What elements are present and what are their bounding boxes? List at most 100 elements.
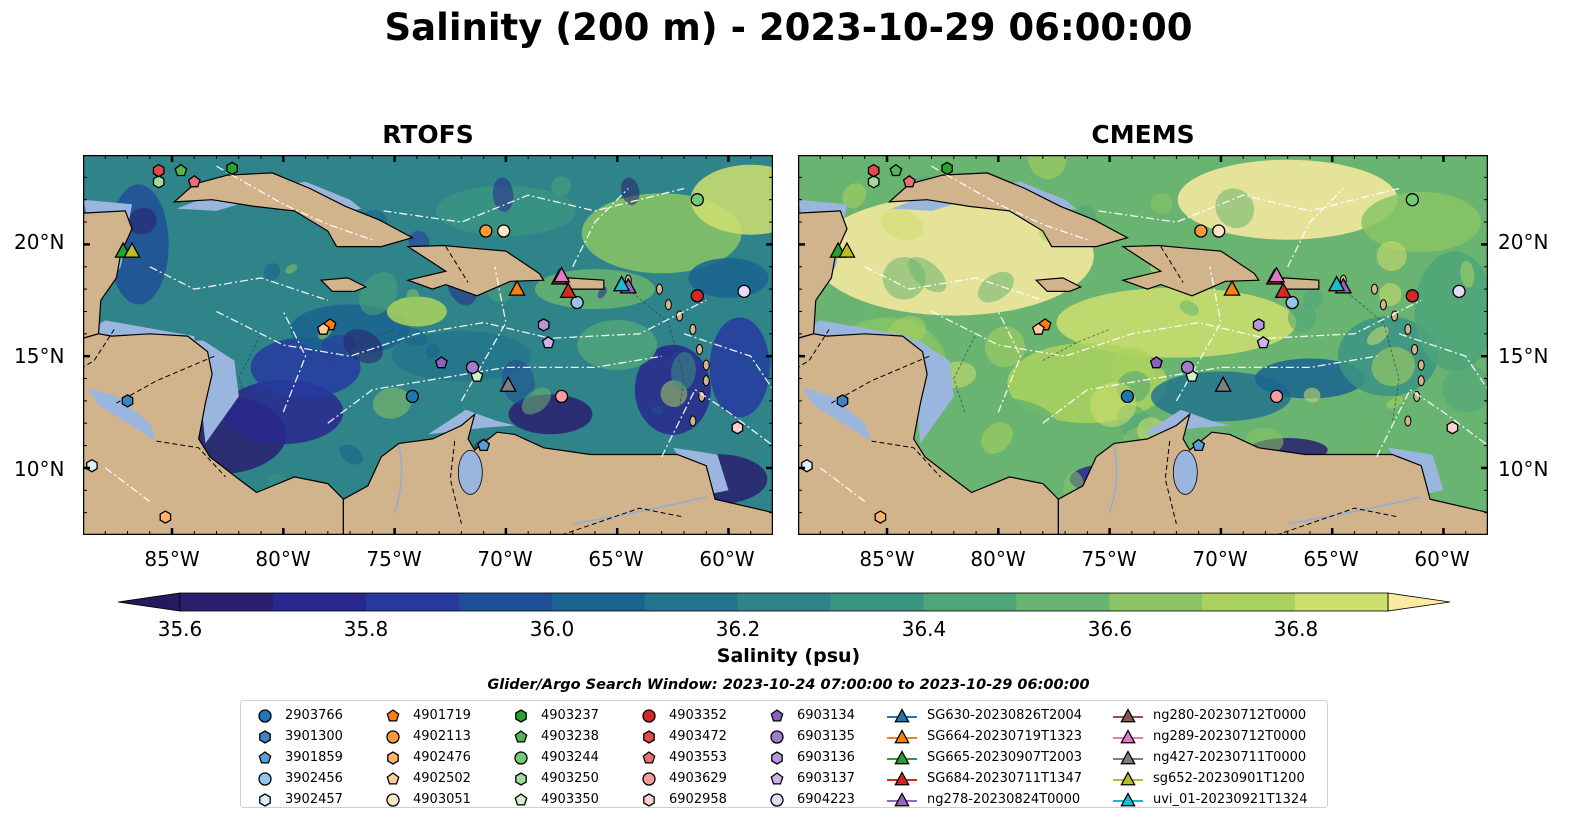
legend-circle-icon — [514, 750, 528, 765]
bathymetry-contour — [953, 333, 977, 413]
colorbar-tick: 36.2 — [715, 617, 761, 641]
legend-item: 4902113 — [381, 726, 471, 747]
country-border — [116, 355, 215, 404]
float-marker-4903352 — [1405, 289, 1419, 303]
lat-label-15n-left: 15°N — [14, 344, 65, 368]
map-rtofs — [83, 155, 773, 535]
figure-title: Salinity (200 m) - 2023-10-29 06:00:00 — [384, 6, 1193, 49]
salinity-patch — [709, 317, 770, 418]
legend-item: 6903135 — [765, 726, 855, 747]
land-hispaniola — [405, 244, 545, 297]
legend-pentagon-icon — [258, 750, 272, 764]
map-frame — [83, 155, 773, 535]
colorbar-segment — [737, 593, 831, 611]
legend-triangle-icon — [894, 728, 910, 743]
float-marker-4903051 — [1212, 224, 1226, 238]
legend: 2903766 3901300 3901859 3902456 3902457 4901… — [240, 700, 1328, 808]
country-border — [798, 329, 830, 368]
legend-label: 6904223 — [797, 792, 855, 807]
country-border — [1276, 507, 1400, 535]
eddy-patch — [1303, 387, 1321, 403]
legend-hexagon-icon — [259, 729, 271, 744]
float-marker-6903137 — [541, 335, 555, 349]
float-marker-4903629 — [554, 389, 569, 404]
eddy-patch — [263, 263, 280, 281]
boundary-line — [1098, 187, 1400, 223]
legend-triangle-icon — [894, 749, 910, 764]
lon-label-70w-cmems: 70°W — [1192, 547, 1248, 571]
eddy-patch — [396, 327, 428, 346]
legend-item: 6903134 — [765, 705, 855, 726]
boundary-line — [1398, 333, 1488, 391]
legend-circle-icon — [258, 771, 272, 786]
boundary-line — [282, 311, 307, 413]
legend-hexagon-icon — [643, 729, 655, 744]
lat-label-10n-right: 10°N — [1498, 457, 1549, 481]
salinity-patch — [690, 164, 773, 235]
legend-label: ng289-20230712T0000 — [1153, 729, 1307, 744]
legend-item: 4903244 — [509, 747, 599, 768]
legend-label: sg652-20230901T1200 — [1153, 771, 1305, 786]
legend-triangle-icon — [1120, 791, 1136, 806]
lon-label-65w-rtofs: 65°W — [588, 547, 644, 571]
legend-label: 4903629 — [669, 771, 727, 786]
lon-label-80w-rtofs: 80°W — [255, 547, 311, 571]
legend-triangle-icon — [894, 770, 910, 785]
eddy-patch — [659, 346, 672, 358]
legend-item: 4903051 — [381, 789, 471, 810]
legend-label: SG684-20230711T1347 — [927, 771, 1083, 786]
legend-pentagon-icon — [642, 750, 656, 764]
salinity-patch — [386, 296, 447, 327]
boundary-line — [383, 187, 685, 223]
float-marker-4902113 — [1194, 224, 1208, 238]
legend-triangle-icon — [894, 707, 910, 722]
legend-hexagon-icon — [387, 750, 399, 765]
eddy-patch — [671, 352, 696, 391]
eddy-patch — [746, 353, 772, 375]
legend-pentagon-icon — [770, 771, 784, 785]
land-jamaica — [319, 277, 368, 292]
glider-marker-sg652-20230901T1200 — [838, 241, 856, 258]
country-border — [1160, 246, 1184, 283]
legend-label: 4903472 — [669, 729, 727, 744]
legend-label: 3902456 — [285, 771, 343, 786]
country-border — [1164, 441, 1177, 524]
legend-label: 4903350 — [541, 792, 599, 807]
legend-circle-icon — [258, 708, 272, 723]
legend-item: SG630-20230826T2004 — [885, 705, 1082, 726]
legend-column: 6903134 6903135 6903136 6903137 6904223 — [765, 705, 855, 810]
island — [1404, 323, 1412, 335]
salinity-patch — [1254, 358, 1365, 399]
eddy-patch — [1302, 288, 1324, 309]
legend-item: 4902502 — [381, 768, 471, 789]
land-puertorico — [567, 277, 605, 290]
colorbar-segment — [1295, 593, 1389, 611]
lon-label-75w-rtofs: 75°W — [366, 547, 422, 571]
colorbar-segment — [272, 593, 367, 611]
boundary-line — [1042, 355, 1377, 424]
colorbar-tick: 35.6 — [157, 617, 203, 641]
boundary-line — [1376, 388, 1488, 458]
glider-marker-SG684-20230711T1347 — [559, 281, 577, 299]
legend-label: SG665-20230907T2003 — [927, 750, 1083, 765]
lon-label-75w-cmems: 75°W — [1081, 547, 1137, 571]
legend-hexagon-icon — [515, 771, 527, 786]
float-marker-4903237 — [941, 161, 953, 176]
boundary-line — [104, 467, 151, 503]
glider-marker-ng289-20230712T0000 — [1267, 266, 1286, 283]
island — [655, 283, 663, 295]
legend-pentagon-icon — [386, 708, 400, 722]
colorbar-segment — [365, 593, 460, 611]
legend-circle-icon — [386, 792, 400, 807]
legend-label: 4901719 — [413, 708, 471, 723]
legend-pentagon-icon — [386, 771, 400, 785]
float-marker-4902502 — [1031, 322, 1045, 335]
lat-label-10n-left: 10°N — [14, 457, 65, 481]
island — [696, 343, 704, 355]
country-border — [449, 441, 462, 524]
country-border — [156, 440, 226, 478]
colorbar-segment — [1016, 593, 1110, 611]
legend-pentagon-icon — [514, 792, 528, 806]
land-cuba — [887, 172, 1129, 248]
legend-item: 3901859 — [253, 747, 343, 768]
